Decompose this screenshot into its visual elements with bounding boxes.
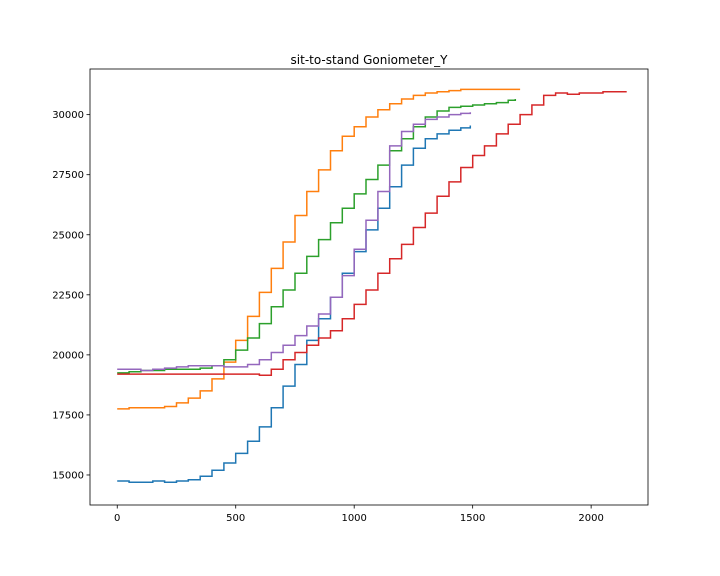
y-tick-label: 15000 <box>52 470 84 481</box>
y-tick-label: 27500 <box>52 170 84 181</box>
series-line-4 <box>117 91 627 377</box>
x-tick-label: 2000 <box>578 513 603 524</box>
series-line-5 <box>117 112 472 372</box>
y-tick-label: 20000 <box>52 350 84 361</box>
x-tick-label: 0 <box>114 513 120 524</box>
x-axis: 0 500 1000 1500 2000 <box>114 505 604 524</box>
series-line-1 <box>117 125 472 483</box>
y-tick-label: 30000 <box>52 110 84 121</box>
series-line-3 <box>117 99 517 374</box>
x-tick-label: 1500 <box>460 513 485 524</box>
y-tick-label: 25000 <box>52 230 84 241</box>
x-tick-label: 500 <box>226 513 245 524</box>
plot-area-frame <box>89 68 649 506</box>
y-tick-label: 22500 <box>52 290 84 301</box>
series-line-2 <box>117 88 521 410</box>
x-tick-label: 1000 <box>341 513 366 524</box>
y-tick-label: 17500 <box>52 410 84 421</box>
chart-title: sit-to-stand Goniometer_Y <box>291 53 449 67</box>
y-axis: 15000 17500 20000 22500 25000 27500 30000 <box>52 110 90 481</box>
series-layer <box>117 88 627 483</box>
